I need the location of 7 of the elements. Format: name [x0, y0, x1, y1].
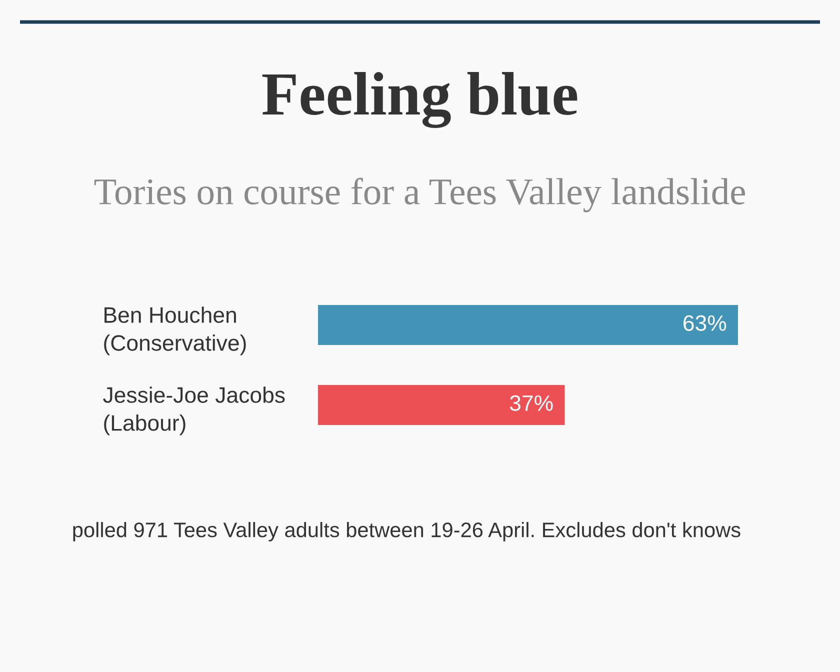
- data-label: 37%: [510, 395, 553, 411]
- chart-title: Feeling blue: [262, 72, 578, 128]
- y-tick-label: Ben Houchen (Conservative): [104, 306, 246, 356]
- data-label: 63%: [684, 315, 726, 331]
- text: polled 971 Tees Valley adults between 19-26 April. Excludes don't knows: [73, 522, 740, 542]
- y-tick-label: Jessie-Joe Jacobs (Labour): [103, 386, 285, 436]
- chart-subtitle: Tories on course for a Tees Valley landslide: [94, 178, 745, 212]
